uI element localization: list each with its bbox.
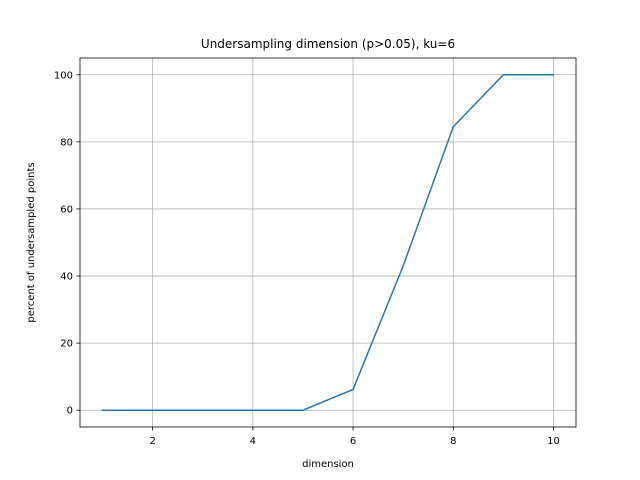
y-tick-label: 80 — [60, 137, 73, 148]
y-tick-label: 20 — [60, 339, 73, 350]
y-tick-label: 60 — [60, 204, 73, 215]
y-tick-label: 0 — [67, 406, 73, 417]
y-tick-label: 40 — [60, 272, 73, 283]
y-tick-label: 100 — [54, 70, 73, 81]
series-layer — [101, 74, 555, 411]
x-tick-label: 6 — [350, 436, 356, 447]
x-axis-label: dimension — [302, 459, 354, 470]
plot-frame — [79, 57, 577, 428]
x-tick-label: 10 — [547, 436, 560, 447]
x-tick-label: 8 — [450, 436, 456, 447]
chart-title: Undersampling dimension (p>0.05), ku=6 — [201, 37, 455, 51]
x-tick-label: 2 — [149, 436, 155, 447]
y-axis-label: percent of undersampled points — [26, 162, 37, 322]
series-line — [101, 74, 555, 411]
x-tick-label: 4 — [250, 436, 256, 447]
